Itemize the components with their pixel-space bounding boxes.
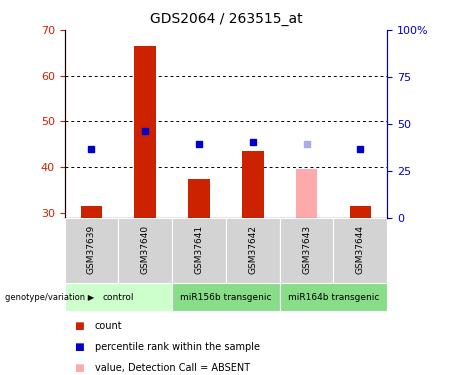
Text: value, Detection Call = ABSENT: value, Detection Call = ABSENT: [95, 363, 249, 372]
Title: GDS2064 / 263515_at: GDS2064 / 263515_at: [149, 12, 302, 26]
Bar: [280, 283, 387, 311]
Text: count: count: [95, 321, 122, 331]
Bar: [280, 217, 333, 283]
Text: GSM37644: GSM37644: [356, 225, 365, 273]
Bar: [349, 206, 371, 218]
Bar: [226, 217, 280, 283]
Bar: [188, 178, 210, 218]
Bar: [118, 217, 172, 283]
Text: percentile rank within the sample: percentile rank within the sample: [95, 342, 260, 352]
Text: ■: ■: [74, 363, 83, 372]
Bar: [135, 46, 156, 217]
Bar: [296, 170, 317, 217]
Text: GSM37641: GSM37641: [195, 224, 203, 274]
Text: GSM37639: GSM37639: [87, 224, 96, 274]
Text: GSM37642: GSM37642: [248, 225, 257, 273]
Bar: [172, 283, 280, 311]
Text: ■: ■: [74, 342, 83, 352]
Text: ■: ■: [74, 321, 83, 331]
Bar: [65, 217, 118, 283]
Text: control: control: [103, 292, 134, 302]
Text: miR164b transgenic: miR164b transgenic: [288, 292, 379, 302]
Bar: [65, 283, 172, 311]
Bar: [333, 217, 387, 283]
Text: genotype/variation ▶: genotype/variation ▶: [5, 292, 94, 302]
Text: GSM37643: GSM37643: [302, 224, 311, 274]
Bar: [242, 151, 264, 217]
Text: miR156b transgenic: miR156b transgenic: [180, 292, 272, 302]
Text: GSM37640: GSM37640: [141, 224, 150, 274]
Bar: [81, 206, 102, 218]
Bar: [172, 217, 226, 283]
